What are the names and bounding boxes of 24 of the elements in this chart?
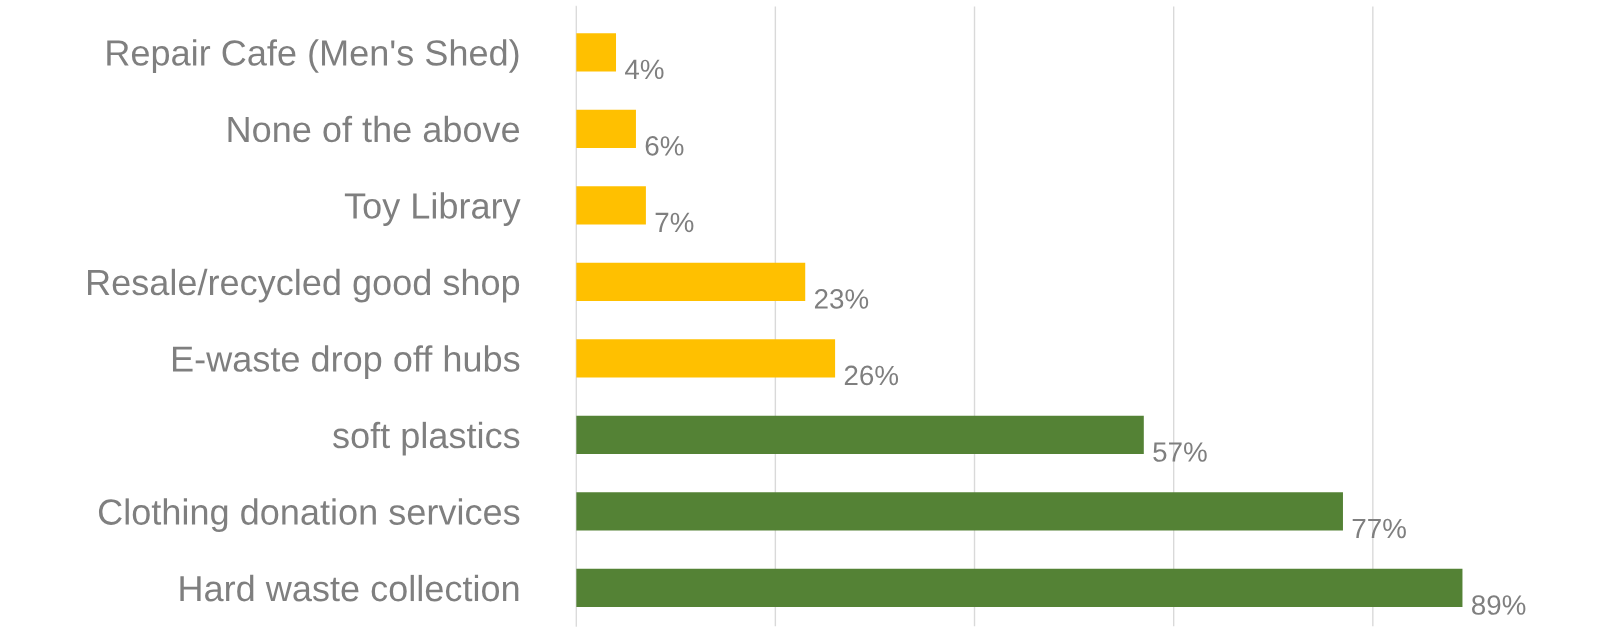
data-label: 23% — [814, 289, 869, 309]
y-tick-label: Repair Cafe (Men's Shed) — [107, 39, 519, 73]
bar — [576, 339, 836, 378]
bar — [576, 109, 636, 148]
bar — [576, 415, 1144, 455]
bar — [576, 262, 806, 301]
y-tick-label: soft plastics — [333, 421, 520, 456]
bar — [576, 492, 1343, 531]
bar — [576, 568, 1463, 608]
y-tick-label: Clothing donation services — [98, 498, 520, 533]
data-label: 6% — [645, 136, 684, 156]
data-label: 4% — [625, 59, 664, 80]
y-tick-label: None of the above — [228, 115, 520, 143]
y-tick-label: E-waste drop off hubs — [172, 345, 520, 379]
data-label: 7% — [655, 212, 694, 233]
bar — [576, 186, 646, 225]
data-label: 89% — [1472, 595, 1526, 615]
data-label: 26% — [844, 365, 899, 386]
y-tick-label: Resale/recycled good shop — [88, 268, 520, 303]
y-tick-label: Hard waste collection — [180, 574, 519, 602]
y-tick-label: Toy Library — [344, 192, 521, 226]
data-label: 77% — [1352, 518, 1406, 539]
data-label: 57% — [1153, 442, 1207, 462]
bar — [576, 33, 617, 72]
